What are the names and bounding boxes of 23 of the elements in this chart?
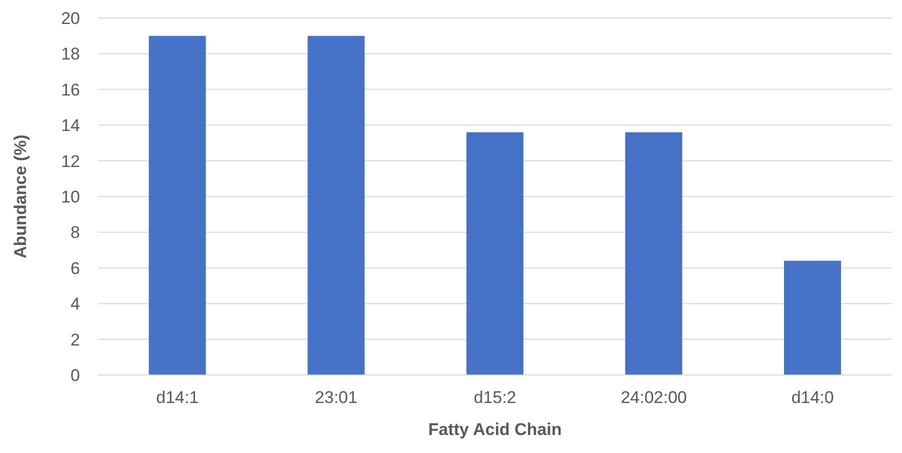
y-tick-label: 2 xyxy=(70,330,80,350)
bar xyxy=(625,132,682,375)
x-axis-title: Fatty Acid Chain xyxy=(428,420,562,439)
bar xyxy=(784,260,842,375)
x-tick-label: 24:02:00 xyxy=(620,388,687,408)
x-tick-label: d14:0 xyxy=(791,388,834,408)
y-tick-label: 6 xyxy=(70,258,80,278)
bar xyxy=(148,36,206,375)
y-tick-label: 16 xyxy=(61,80,80,100)
y-tick-label: 0 xyxy=(70,366,80,386)
y-tick-label: 10 xyxy=(61,188,80,207)
x-tick-label: 23:01 xyxy=(314,388,358,408)
y-tick-label: 12 xyxy=(61,152,80,171)
x-tick-label: d14:1 xyxy=(156,388,199,408)
y-tick-label: 4 xyxy=(70,294,80,314)
x-tick-label: d15:2 xyxy=(474,388,516,408)
y-axis-title: Abundance (%) xyxy=(11,134,30,258)
y-tick-label: 20 xyxy=(61,9,80,28)
y-tick-label: 8 xyxy=(70,223,80,242)
y-tick-label: 18 xyxy=(61,44,80,64)
bar xyxy=(308,36,365,375)
bar xyxy=(466,132,524,375)
y-tick-label: 14 xyxy=(61,116,80,136)
